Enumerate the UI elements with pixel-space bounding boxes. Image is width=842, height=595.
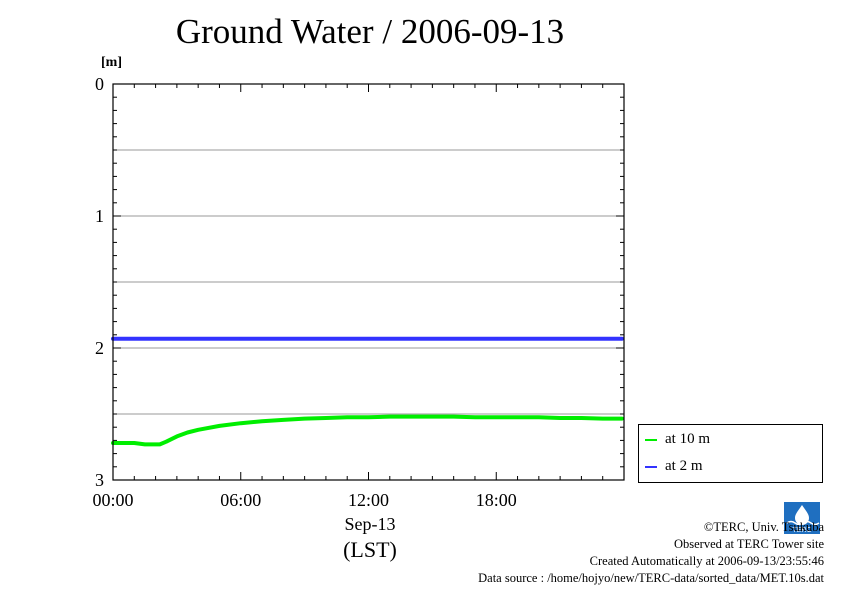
- data-point: [430, 415, 434, 419]
- x-date-label: Sep-13: [344, 514, 396, 534]
- y-tick-label: 0: [95, 74, 104, 94]
- chart-title: Ground Water / 2006-09-13: [175, 12, 565, 51]
- axes: [112, 83, 625, 481]
- data-point: [366, 415, 371, 419]
- data-point: [366, 337, 371, 341]
- data-point: [196, 428, 200, 432]
- y-tick-label: 1: [95, 206, 104, 226]
- data-point: [143, 442, 147, 446]
- tick-labels: 00:00 06:00 12:00 18:00 0 1 2 3: [92, 74, 516, 510]
- data-point: [281, 418, 285, 422]
- logo-text: TERC: [792, 527, 811, 534]
- series-line-at-10m: [111, 414, 624, 447]
- data-point: [345, 415, 349, 419]
- data-point: [158, 442, 162, 446]
- legend-label-at-10m: at 10 m: [665, 431, 710, 447]
- x-timezone-label: (LST): [343, 537, 397, 562]
- data-point: [164, 440, 168, 444]
- data-point: [260, 419, 264, 423]
- data-point: [452, 415, 456, 419]
- data-point: [620, 417, 624, 421]
- series-layer: [111, 336, 624, 447]
- legend: at 10 m at 2 m: [638, 424, 823, 483]
- credits-block: ©TERC, Univ. Tsukuba Observed at TERC To…: [478, 519, 824, 587]
- credit-copyright: ©TERC, Univ. Tsukuba: [703, 520, 824, 534]
- data-point: [388, 415, 392, 419]
- data-point: [409, 415, 413, 419]
- data-point: [515, 415, 520, 419]
- y-unit-label: [m]: [101, 55, 122, 70]
- data-point: [558, 416, 562, 420]
- data-point: [601, 417, 605, 421]
- data-point: [473, 415, 477, 419]
- legend-item-at-10m: at 10 m: [645, 431, 710, 448]
- data-point: [494, 337, 498, 341]
- legend-item-at-2m: at 2 m: [645, 458, 703, 475]
- legend-swatch-at-10m: [645, 438, 657, 441]
- terc-logo-icon: TERC: [784, 502, 820, 534]
- data-point: [185, 430, 190, 435]
- y-tick-label: 2: [95, 338, 104, 358]
- gridlines: [113, 149, 624, 415]
- data-point: [122, 441, 126, 445]
- legend-swatch-at-2m: [645, 465, 657, 468]
- data-point: [132, 441, 136, 445]
- data-point: [175, 434, 179, 439]
- data-point: [537, 415, 541, 419]
- data-point: [620, 337, 624, 341]
- data-point: [239, 421, 243, 425]
- data-point: [239, 337, 243, 341]
- legend-label-at-2m: at 2 m: [665, 458, 703, 474]
- data-point: [153, 442, 158, 446]
- x-tick-label: 12:00: [348, 490, 389, 510]
- x-tick-label: 00:00: [92, 490, 133, 510]
- credit-created: Created Automatically at 2006-09-13/23:5…: [589, 554, 824, 568]
- credit-source: Data source : /home/hojyo/new/TERC-data/…: [478, 571, 824, 585]
- data-point: [324, 416, 328, 420]
- x-tick-label: 18:00: [476, 490, 517, 510]
- data-point: [494, 415, 498, 419]
- x-tick-label: 06:00: [220, 490, 261, 510]
- data-point: [579, 416, 584, 420]
- credit-observed: Observed at TERC Tower site: [673, 537, 824, 551]
- y-tick-label: 3: [95, 470, 104, 490]
- data-point: [217, 424, 222, 428]
- data-point: [303, 417, 307, 421]
